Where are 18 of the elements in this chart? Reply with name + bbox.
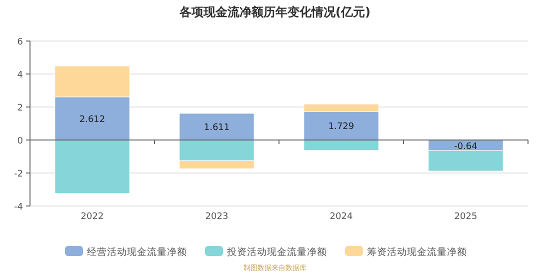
x-tick-label: 2022: [80, 212, 104, 222]
x-tick-label: 2023: [205, 212, 228, 222]
y-tick-label: 0: [17, 136, 24, 146]
x-tick-label: 2024: [330, 212, 353, 222]
legend-label: 筹资活动现金流量净额: [367, 246, 467, 258]
legend-label: 经营活动现金流量净额: [87, 246, 187, 258]
legend-label: 投资活动现金流量净额: [226, 246, 327, 258]
y-tick-label: 4: [17, 70, 24, 80]
chart-title: 各项现金流净额历年变化情况(亿元): [178, 5, 370, 19]
data-label: 2.612: [79, 114, 106, 125]
y-tick-label: -4: [14, 202, 24, 212]
y-tick-label: -2: [14, 170, 23, 180]
data-label: 1.611: [204, 123, 230, 134]
x-tick-label: 2025: [454, 212, 478, 222]
data-label: 1.729: [328, 122, 354, 132]
data-label: -0.64: [454, 142, 478, 152]
y-tick-label: 2: [17, 104, 23, 114]
y-tick-label: 6: [17, 38, 24, 48]
